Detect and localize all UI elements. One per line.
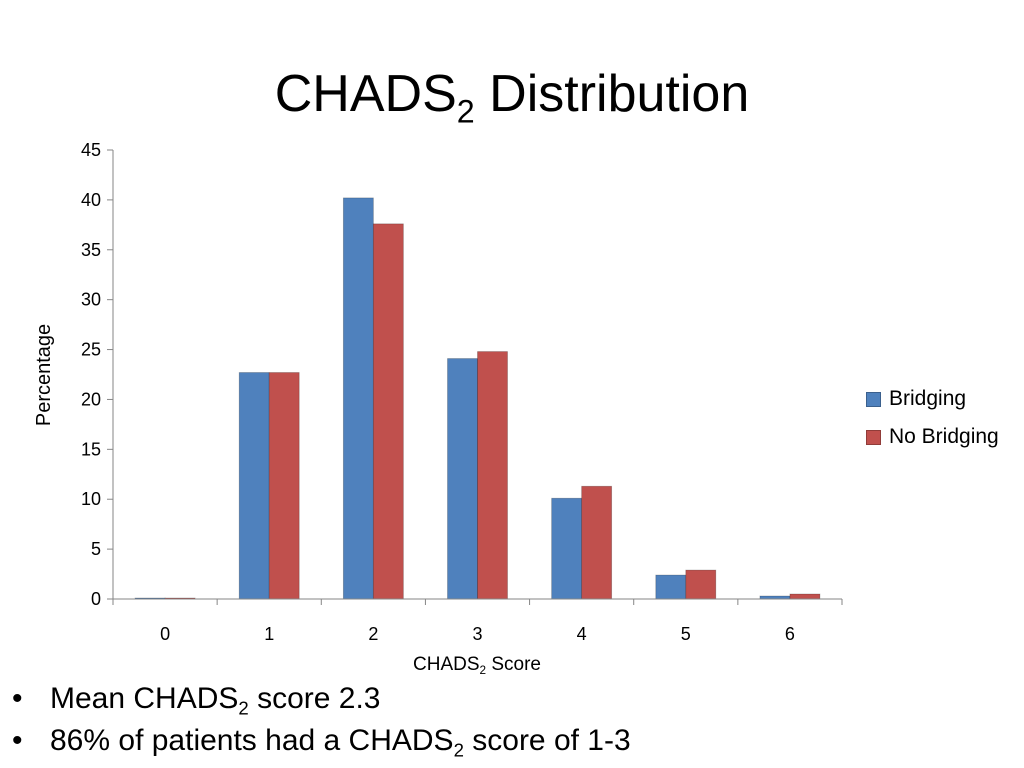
bar-bridging-3 bbox=[447, 358, 478, 600]
bar-bridging-5 bbox=[655, 574, 687, 600]
bar-bridging-2 bbox=[342, 197, 374, 600]
x-axis-label: CHADS2 Score bbox=[413, 654, 541, 678]
x-tick-label: 2 bbox=[368, 624, 378, 644]
legend-swatch-bridging bbox=[866, 391, 881, 407]
bar-no-bridging-4 bbox=[581, 485, 613, 600]
y-tick-label: 0 bbox=[91, 589, 101, 609]
legend-item-no-bridging: No Bridging bbox=[866, 418, 999, 456]
x-tick-label: 6 bbox=[785, 624, 795, 644]
legend-label-no-bridging: No Bridging bbox=[889, 425, 999, 448]
y-tick-label: 30 bbox=[81, 290, 101, 310]
y-tick-label: 10 bbox=[81, 489, 101, 509]
bar-no-bridging-1 bbox=[268, 372, 300, 600]
y-axis-ticks: 0 5 10 15 20 25 30 35 40 45 bbox=[81, 140, 114, 609]
bullet-item-percent-patients: • 86% of patients had a CHADS2 score of … bbox=[12, 720, 631, 762]
x-tick-label: 1 bbox=[264, 624, 274, 644]
y-axis-label: Percentage bbox=[33, 324, 55, 426]
bullet-glyph: • bbox=[12, 724, 23, 757]
x-tick-label: 3 bbox=[472, 624, 482, 644]
y-tick-label: 5 bbox=[91, 539, 101, 559]
y-tick-label: 25 bbox=[81, 340, 101, 360]
x-tick-label: 4 bbox=[577, 624, 587, 644]
bar-bridging-4 bbox=[551, 497, 583, 600]
legend-label-bridging: Bridging bbox=[889, 387, 967, 410]
bar-no-bridging-5 bbox=[685, 569, 717, 600]
bar-no-bridging-2 bbox=[372, 223, 404, 600]
bullet-glyph: • bbox=[12, 682, 23, 715]
bar-bridging-1 bbox=[238, 372, 270, 600]
y-tick-label: 45 bbox=[81, 140, 101, 160]
bars bbox=[134, 197, 821, 600]
bar-no-bridging-3 bbox=[477, 351, 508, 600]
bullet-item-mean-score: • Mean CHADS2 score 2.3 bbox=[12, 678, 631, 720]
legend-swatch-no-bridging bbox=[866, 429, 881, 445]
y-tick-label: 15 bbox=[81, 439, 101, 459]
x-tick-label: 5 bbox=[681, 624, 691, 644]
legend: Bridging No Bridging bbox=[866, 380, 999, 456]
y-tick-label: 40 bbox=[81, 190, 101, 210]
slide-title: CHADS2 Distribution bbox=[274, 65, 750, 130]
legend-item-bridging: Bridging bbox=[866, 380, 999, 418]
x-axis-ticks: 0 1 2 3 4 5 6 bbox=[112, 598, 843, 644]
y-tick-label: 20 bbox=[81, 389, 101, 409]
bullet-list: • Mean CHADS2 score 2.3 • 86% of patient… bbox=[12, 678, 631, 762]
x-tick-label: 0 bbox=[160, 624, 170, 644]
y-tick-label: 35 bbox=[81, 240, 101, 260]
bar-no-bridging-6 bbox=[789, 593, 821, 600]
